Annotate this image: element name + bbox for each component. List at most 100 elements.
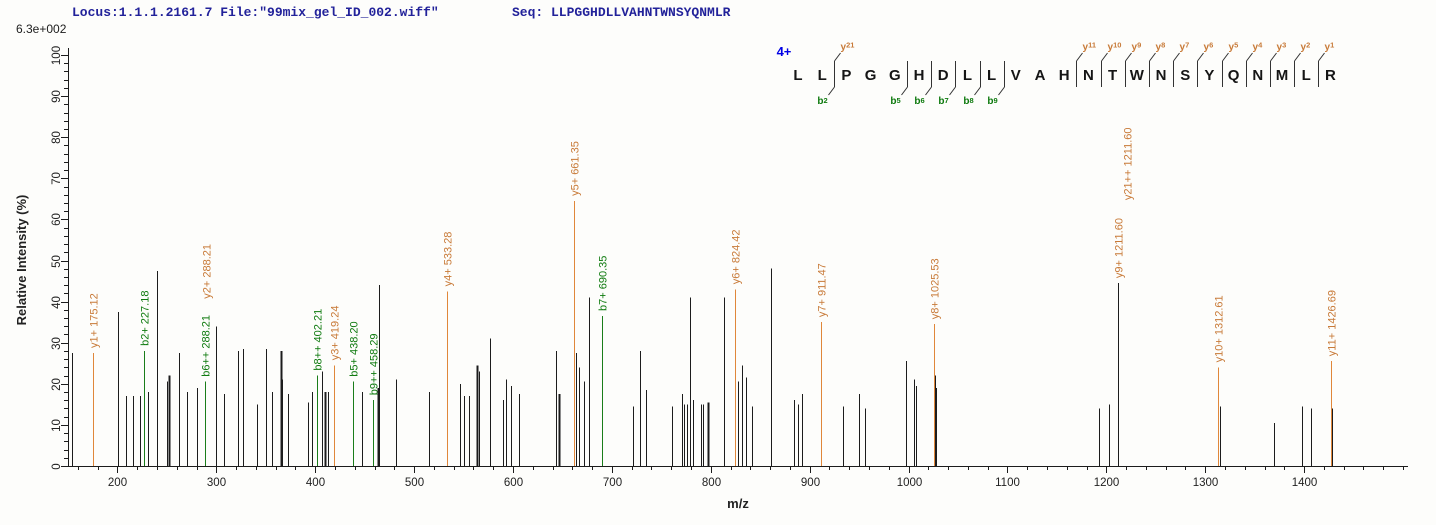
y-ion-tick <box>834 52 841 62</box>
peak-label: y1+ 175.12 <box>89 293 101 348</box>
y-ion-tick <box>1076 52 1083 62</box>
y-ion-tick <box>1270 52 1277 62</box>
x-tick-label: 1400 <box>1292 477 1318 489</box>
b-ion-tick <box>998 86 1005 96</box>
peak-label: y10+ 1312.61 <box>1214 295 1226 362</box>
x-tick-label: 300 <box>207 477 226 489</box>
peak-label: y9+ 1211.60 <box>1114 218 1126 278</box>
b-ion-label: b2 <box>817 96 827 107</box>
residue-letter: L <box>818 67 827 84</box>
peak-label: y4+ 533.28 <box>443 232 455 287</box>
residue-letter: R <box>1325 67 1336 84</box>
residue-letter: M <box>1276 67 1289 84</box>
y-ion-label: y21 <box>841 41 855 54</box>
residue-letter: A <box>1035 67 1046 84</box>
peak-label: y6+ 824.42 <box>731 230 743 285</box>
y-ion-label: y6 <box>1204 41 1214 54</box>
peak-label: y7+ 911.47 <box>817 263 829 317</box>
y-ion-tick <box>1149 52 1156 62</box>
residue-letter: D <box>938 67 949 84</box>
y-tick-label: 100 <box>51 46 63 65</box>
peak-label-secondary: y21++ 1211.60 <box>1123 128 1135 201</box>
y-ion-tick <box>1294 52 1301 62</box>
peak-label-secondary: y2+ 288.21 <box>202 244 214 299</box>
y-tick-label: 20 <box>51 378 63 391</box>
header-locus-file: Locus:1.1.1.2161.7 File:"99mix_gel_ID_00… <box>72 5 439 20</box>
header-peptide-sequence: Seq: LLPGGHDLLVAHNTWNSYQNMLR <box>512 5 731 20</box>
y-ion-label: y3 <box>1277 41 1287 54</box>
peak-label: b8++ 402.21 <box>313 309 325 371</box>
y-tick-label: 60 <box>51 213 63 226</box>
y-ion-label: y1 <box>1325 41 1335 54</box>
residue-letter: H <box>1059 67 1070 84</box>
y-ion-label: y11 <box>1083 41 1097 54</box>
x-tick-label: 1000 <box>897 477 923 489</box>
y-ion-label: y5 <box>1229 41 1239 54</box>
residue-letter: N <box>1252 67 1263 84</box>
peak-label: b2+ 227.18 <box>140 291 152 346</box>
peak-label: y8+ 1025.53 <box>930 258 942 319</box>
y-ion-label: y9 <box>1132 41 1142 54</box>
b-ion-tick <box>828 86 835 96</box>
y-tick-label: 80 <box>51 131 63 144</box>
residue-letter: S <box>1180 67 1190 84</box>
residue-letter: T <box>1108 67 1117 84</box>
residue-letter: W <box>1130 67 1145 84</box>
residue-letter: Y <box>1204 67 1214 84</box>
residue-letter: P <box>841 67 851 84</box>
peak-label: y3+ 419.24 <box>330 306 342 361</box>
residue-letter: G <box>865 67 877 84</box>
peak-label: b5+ 438.20 <box>349 321 361 376</box>
b-ion-tick <box>949 86 956 96</box>
residue-letter: L <box>987 67 996 84</box>
x-tick-label: 700 <box>603 477 622 489</box>
y-tick-label: 10 <box>51 419 63 432</box>
x-tick-label: 800 <box>702 477 721 489</box>
y-tick-label: 0 <box>51 463 63 469</box>
residue-letter: V <box>1011 67 1021 84</box>
x-tick-label: 1100 <box>995 477 1020 489</box>
y-ion-label: y8 <box>1156 41 1166 54</box>
x-tick-label: 900 <box>801 477 820 489</box>
x-tick-label: 500 <box>405 477 424 489</box>
y-axis-title: Relative Intensity (%) <box>14 195 29 326</box>
b-ion-tick <box>974 86 981 96</box>
b-ion-tick <box>901 86 908 96</box>
y-ion-tick <box>1246 52 1253 62</box>
peak-label: y5+ 661.35 <box>570 141 582 196</box>
y-ion-tick <box>1197 52 1204 62</box>
peak-label: b7+ 690.35 <box>598 256 610 311</box>
b-ion-label: b7 <box>938 96 948 107</box>
peak-label: b6++ 288.21 <box>201 315 213 377</box>
residue-letter: L <box>793 67 802 84</box>
b-ion-label: b6 <box>914 96 924 107</box>
residue-letter: L <box>1302 67 1311 84</box>
y-tick-label: 50 <box>51 255 63 268</box>
x-tick-label: 200 <box>108 477 127 489</box>
x-tick-label: 1200 <box>1094 477 1120 489</box>
x-tick-label: 400 <box>306 477 325 489</box>
precursor-charge-label: 4+ <box>777 44 792 59</box>
residue-letter: Q <box>1228 67 1240 84</box>
y-tick-label: 40 <box>51 296 63 309</box>
y-tick-label: 90 <box>51 90 63 103</box>
y-ion-tick <box>1318 52 1325 62</box>
residue-letter: H <box>914 67 925 84</box>
y-ion-label: y7 <box>1180 41 1190 54</box>
y-ion-tick <box>1125 52 1132 62</box>
b-ion-label: b8 <box>963 96 973 107</box>
residue-letter: N <box>1083 67 1094 84</box>
x-axis-title: m/z <box>727 496 749 511</box>
y-ion-label: y2 <box>1301 41 1311 54</box>
b-ion-tick <box>925 86 932 96</box>
y-tick-label: 30 <box>51 337 63 350</box>
y-ion-tick <box>1173 52 1180 62</box>
y-ion-label: y4 <box>1253 41 1264 54</box>
residue-letter: N <box>1156 67 1167 84</box>
b-ion-label: b9 <box>987 96 997 107</box>
peak-label: y11+ 1426.69 <box>1327 290 1339 356</box>
y-ion-tick <box>1101 52 1108 62</box>
max-intensity-label: 6.3e+002 <box>16 22 67 36</box>
